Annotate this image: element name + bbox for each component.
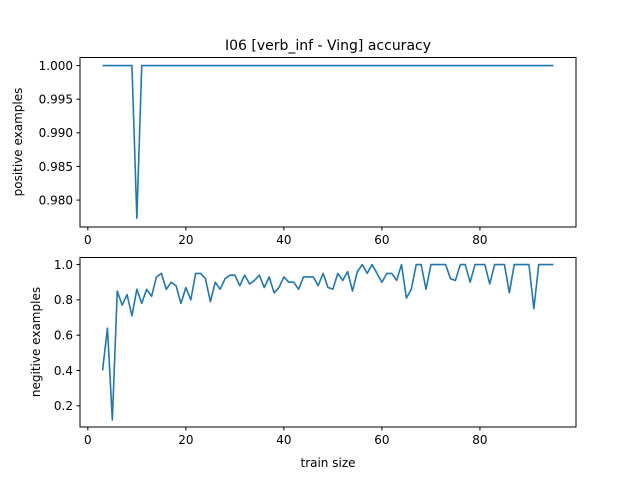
positive-examples-panel: 0 20 40 60 80 0.980 0.985 0.990 0.995 1.000 posi… [11, 57, 577, 247]
positive-y-tick-label: 0.995 [39, 93, 73, 107]
negative-y-tick-label: 0.6 [54, 328, 73, 342]
negative-y-tick-label: 1.0 [54, 258, 73, 272]
positive-x-ticks: 0 20 40 60 80 [84, 227, 488, 247]
negative-y-tick-label: 0.4 [54, 364, 73, 378]
positive-y-tick-label: 0.990 [39, 126, 73, 140]
negative-examples-panel: 0 20 40 60 80 0.2 0.4 0.6 0.8 1.0 negitive examp… [29, 257, 577, 447]
positive-y-ticks: 0.980 0.985 0.990 0.995 1.000 [39, 59, 80, 207]
positive-y-tick-label: 0.980 [39, 193, 73, 207]
negative-x-tick-label: 80 [472, 433, 487, 447]
negative-x-tick-label: 0 [84, 433, 92, 447]
positive-x-tick-label: 0 [84, 233, 92, 247]
negative-series-line [101, 263, 554, 421]
negative-x-tick-label: 60 [374, 433, 389, 447]
negative-y-tick-label: 0.8 [54, 293, 73, 307]
positive-x-tick-label: 20 [178, 233, 193, 247]
positive-x-tick-label: 60 [374, 233, 389, 247]
negative-x-tick-label: 20 [178, 433, 193, 447]
positive-x-tick-label: 80 [472, 233, 487, 247]
positive-series-line [102, 64, 554, 220]
positive-x-tick-label: 40 [276, 233, 291, 247]
positive-y-tick-label: 0.985 [39, 160, 73, 174]
negative-y-ticks: 0.2 0.4 0.6 0.8 1.0 [54, 258, 80, 413]
negative-x-tick-label: 40 [276, 433, 291, 447]
x-axis-label: train size [300, 456, 355, 470]
negative-y-tick-label: 0.2 [54, 399, 73, 413]
negative-y-axis-label: negitive examples [29, 287, 43, 397]
positive-y-tick-label: 1.000 [39, 59, 73, 73]
negative-panel-frame [79, 257, 577, 428]
positive-y-axis-label: positive examples [11, 88, 25, 197]
chart-title: I06 [verb_inf - Ving] accuracy [225, 38, 431, 54]
positive-panel-frame [79, 57, 577, 228]
negative-x-ticks: 0 20 40 60 80 [84, 427, 488, 447]
